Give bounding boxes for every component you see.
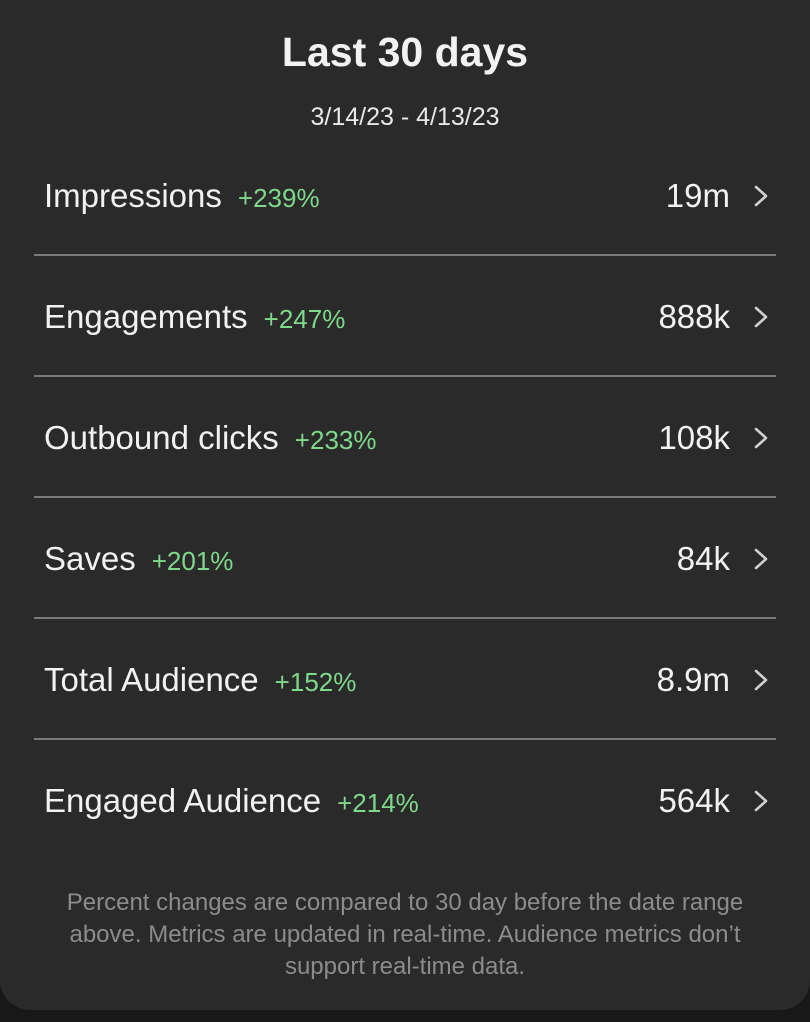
metric-change: +247% xyxy=(263,304,346,334)
metric-label-wrap: Engagements +247% xyxy=(44,256,345,377)
metric-value: 888k xyxy=(658,298,730,335)
metric-value: 108k xyxy=(658,419,730,456)
metric-label-wrap: Outbound clicks +233% xyxy=(44,377,376,498)
metric-label-wrap: Impressions +239% xyxy=(44,135,320,256)
metric-change: +233% xyxy=(294,425,377,455)
metric-label: Outbound clicks xyxy=(44,419,279,456)
metric-row-saves[interactable]: Saves +201% 84k xyxy=(34,498,776,619)
page-title: Last 30 days xyxy=(281,29,529,75)
metric-row-engagements[interactable]: Engagements +247% 888k xyxy=(34,256,776,377)
metric-label-wrap: Saves +201% xyxy=(44,498,233,619)
metric-label: Total Audience xyxy=(44,661,259,698)
metrics-list: Impressions +239% 19m Engagements +247% 88… xyxy=(34,135,776,861)
chevron-right-icon xyxy=(754,427,768,449)
metric-change: +214% xyxy=(337,788,419,818)
metric-row-impressions[interactable]: Impressions +239% 19m xyxy=(34,135,776,256)
metric-value: 564k xyxy=(658,782,730,819)
metric-value: 19m xyxy=(665,177,730,214)
metric-change: +152% xyxy=(274,667,357,697)
metric-label: Engaged Audience xyxy=(44,782,322,819)
metric-label-wrap: Total Audience +152% xyxy=(44,619,356,740)
metric-label: Saves xyxy=(44,540,136,577)
metric-label-wrap: Engaged Audience +214% xyxy=(44,740,419,861)
chevron-right-icon xyxy=(754,669,768,691)
metric-label: Impressions xyxy=(44,177,222,214)
chevron-right-icon xyxy=(754,185,768,207)
metric-change: +239% xyxy=(237,183,320,213)
metric-row-total-audience[interactable]: Total Audience +152% 8.9m xyxy=(34,619,776,740)
chevron-right-icon xyxy=(754,790,768,812)
date-range: 3/14/23 - 4/13/23 xyxy=(310,103,500,131)
footnote: Percent changes are compared to 30 day b… xyxy=(66,889,744,980)
metric-value: 8.9m xyxy=(656,661,730,698)
metric-value: 84k xyxy=(676,540,730,577)
metric-change: +201% xyxy=(151,546,234,576)
metric-label: Engagements xyxy=(44,298,248,335)
chevron-right-icon xyxy=(754,548,768,570)
metric-row-outbound-clicks[interactable]: Outbound clicks +233% 108k xyxy=(34,377,776,498)
chevron-right-icon xyxy=(754,306,768,328)
metric-row-engaged-audience[interactable]: Engaged Audience +214% 564k xyxy=(34,740,776,861)
